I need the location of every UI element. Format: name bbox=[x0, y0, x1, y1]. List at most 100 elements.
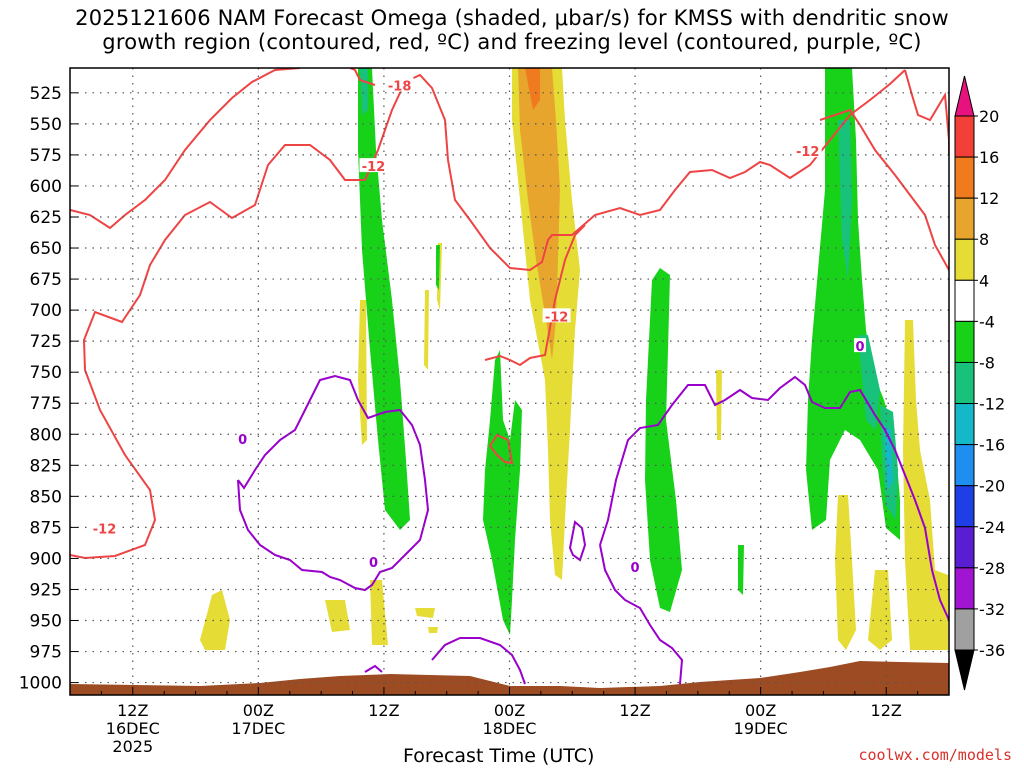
contour-label-bg bbox=[793, 143, 822, 158]
omega-rise-column-17dec bbox=[358, 68, 410, 530]
colorbar-bin bbox=[954, 567, 975, 610]
y-tick-label: 650 bbox=[30, 239, 62, 259]
colorbar-bin bbox=[954, 444, 975, 487]
colorbar-bin bbox=[954, 608, 975, 651]
colorbar-label: -32 bbox=[979, 600, 1005, 619]
dgz-contour-right-edge bbox=[904, 69, 949, 155]
terrain-surface bbox=[70, 661, 949, 695]
colorbar-label: -4 bbox=[979, 312, 995, 331]
dgz-contour-upper-left bbox=[70, 68, 301, 230]
contour-label: -12 bbox=[796, 145, 820, 160]
y-tick-label: 925 bbox=[30, 580, 62, 600]
contour-labels: -18 -12 -12 -12 -12 0 0 0 0 bbox=[90, 77, 867, 576]
omega-sink-near-surface-1 bbox=[200, 590, 230, 650]
omega-rise-19dec-teal bbox=[838, 120, 852, 280]
x-tick-label: 12Z bbox=[117, 701, 148, 720]
y-tick-label: 875 bbox=[30, 518, 62, 538]
colorbar: 20 16 12 8 4 -4 -8 -12 -16 -20 -24 -28 -32 -36 bbox=[954, 75, 1005, 691]
freezing-contour-surface-b bbox=[431, 637, 526, 685]
contour-label-bg bbox=[385, 77, 414, 92]
colorbar-label: -20 bbox=[979, 477, 1005, 496]
x-tick-label: 00Z bbox=[745, 701, 776, 720]
contour-label: 0 bbox=[369, 556, 378, 571]
y-axis: 525 550 575 600 625 650 675 700 725 750 775 800 825 8… bbox=[19, 84, 78, 694]
dgz-contour-upper-middle bbox=[349, 68, 376, 86]
y-tick-label: 625 bbox=[30, 208, 62, 228]
y-tick-label: 700 bbox=[30, 301, 62, 321]
dgz-contour-plume-edge bbox=[484, 224, 586, 367]
omega-sink-19dec-c bbox=[868, 570, 892, 650]
freezing-contour-18-19dec bbox=[599, 375, 949, 621]
x-tick-label: 12Z bbox=[619, 701, 650, 720]
colorbar-label: -12 bbox=[979, 395, 1005, 414]
x-axis-label: Forecast Time (UTC) bbox=[403, 745, 595, 767]
omega-sink-near-surface-3 bbox=[370, 580, 388, 645]
colorbar-bin bbox=[954, 526, 975, 569]
contour-label-bg bbox=[854, 338, 867, 353]
freezing-level-contours bbox=[237, 374, 949, 685]
y-tick-label: 775 bbox=[30, 394, 62, 414]
omega-sink-plume-max bbox=[525, 68, 540, 110]
colorbar-bin bbox=[954, 361, 975, 405]
colorbar-label: -36 bbox=[979, 641, 1005, 660]
omega-negative-shading bbox=[358, 68, 900, 635]
freezing-contour-lower-18dec bbox=[599, 544, 684, 685]
omega-sink-near-surface-4 bbox=[415, 608, 435, 618]
dgz-contour-lower-right bbox=[819, 108, 949, 271]
x-tick-label: 00Z bbox=[494, 701, 525, 720]
omega-sink-small-2 bbox=[424, 290, 429, 370]
colorbar-bin bbox=[954, 197, 975, 240]
x-tick-label: 00Z bbox=[243, 701, 274, 720]
contour-label: -18 bbox=[388, 79, 412, 94]
y-tick-label: 800 bbox=[30, 425, 62, 445]
x-tick-label: 12Z bbox=[871, 701, 902, 720]
colorbar-label: 8 bbox=[979, 230, 989, 249]
y-tick-label: 550 bbox=[30, 115, 62, 135]
omega-sink-19dec-a bbox=[835, 495, 856, 650]
colorbar-label: -28 bbox=[979, 559, 1005, 578]
x-tick-label: 18DEC bbox=[483, 719, 537, 738]
dgz-contour-mid-left bbox=[70, 69, 906, 560]
omega-sink-19dec-b bbox=[903, 320, 948, 650]
colorbar-label: -24 bbox=[979, 518, 1005, 537]
colorbar-label: -8 bbox=[979, 353, 995, 372]
y-tick-label: 950 bbox=[30, 612, 62, 632]
omega-rise-small-a bbox=[436, 245, 440, 290]
y-tick-label: 575 bbox=[30, 146, 62, 166]
colorbar-label: 4 bbox=[979, 271, 989, 290]
contour-label-bg bbox=[90, 520, 119, 535]
omega-rise-small-b bbox=[738, 545, 744, 595]
colorbar-bin bbox=[954, 279, 975, 322]
freezing-contour-surface-a bbox=[364, 664, 383, 673]
colorbar-bin bbox=[954, 156, 975, 199]
colorbar-bin bbox=[954, 403, 975, 446]
y-tick-label: 975 bbox=[30, 643, 62, 663]
contour-label: 0 bbox=[238, 433, 247, 448]
colorbar-bin bbox=[954, 115, 975, 158]
colorbar-bin bbox=[954, 485, 975, 528]
colorbar-bin bbox=[954, 238, 975, 281]
colorbar-label: 12 bbox=[979, 189, 999, 208]
colorbar-label: -16 bbox=[979, 436, 1005, 455]
dgz-contours bbox=[70, 68, 949, 560]
omega-sink-near-surface-2 bbox=[325, 600, 350, 632]
x-tick-label: 12Z bbox=[368, 701, 399, 720]
colorbar-bottom-triangle bbox=[954, 649, 975, 691]
y-tick-label: 900 bbox=[30, 549, 62, 569]
omega-rise-14z18 bbox=[645, 268, 682, 612]
colorbar-top-triangle bbox=[954, 75, 975, 117]
contour-label: -12 bbox=[362, 160, 386, 175]
contour-label-bg bbox=[236, 431, 249, 446]
dgz-closed-loop bbox=[488, 433, 514, 465]
y-tick-label: 525 bbox=[30, 84, 62, 104]
omega-rise-19dec-teal-2 bbox=[858, 335, 880, 430]
x-tick-label: 17DEC bbox=[231, 719, 285, 738]
credit-text: coolwx.com/models bbox=[858, 746, 1012, 764]
y-tick-label: 750 bbox=[30, 363, 62, 383]
omega-sink-plume-core bbox=[518, 68, 560, 360]
contour-label-bg bbox=[542, 308, 571, 323]
colorbar-label: 20 bbox=[979, 107, 999, 126]
y-tick-label: 725 bbox=[30, 332, 62, 352]
y-tick-label: 850 bbox=[30, 487, 62, 507]
